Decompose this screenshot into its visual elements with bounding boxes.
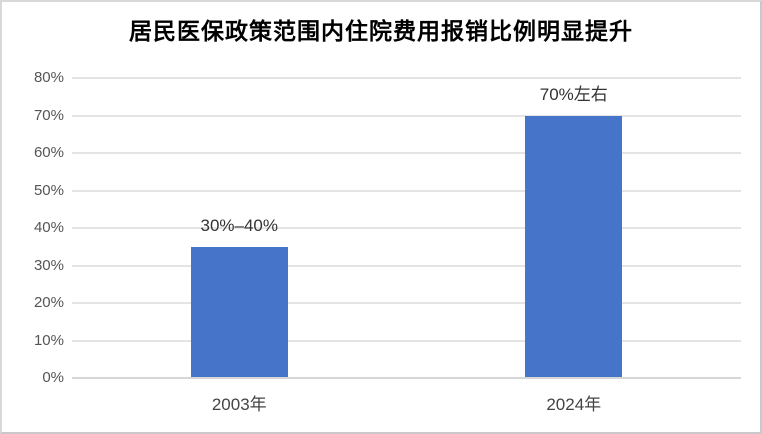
gridline (72, 227, 741, 229)
bar-value-label: 70%左右 (539, 84, 608, 104)
y-tick-label: 10% (33, 331, 64, 349)
gridline (72, 302, 741, 304)
gridline (72, 264, 741, 267)
x-axis-label: 2003年 (211, 395, 267, 414)
gridline (72, 339, 741, 342)
bar-2024 (525, 115, 623, 377)
y-tick-label: 70% (33, 106, 64, 124)
x-axis-line (72, 377, 741, 379)
bar-2003 (190, 246, 288, 377)
x-axis-label: 2024年 (546, 395, 602, 414)
gridline (72, 77, 741, 79)
gridline (72, 114, 741, 117)
y-tick-label: 60% (33, 144, 64, 161)
y-tick-label: 40% (33, 219, 64, 236)
y-tick-label: 20% (33, 294, 64, 311)
y-tick-label: 30% (33, 256, 64, 274)
y-tick-label: 80% (33, 69, 64, 86)
bar-value-label: 30%–40% (200, 215, 278, 235)
y-tick-label: 0% (42, 369, 64, 386)
y-tick-label: 50% (33, 181, 64, 199)
chart-title: 居民医保政策范围内住院费用报销比例明显提升 (129, 18, 633, 44)
gridline (72, 152, 741, 154)
gridline (72, 189, 741, 192)
